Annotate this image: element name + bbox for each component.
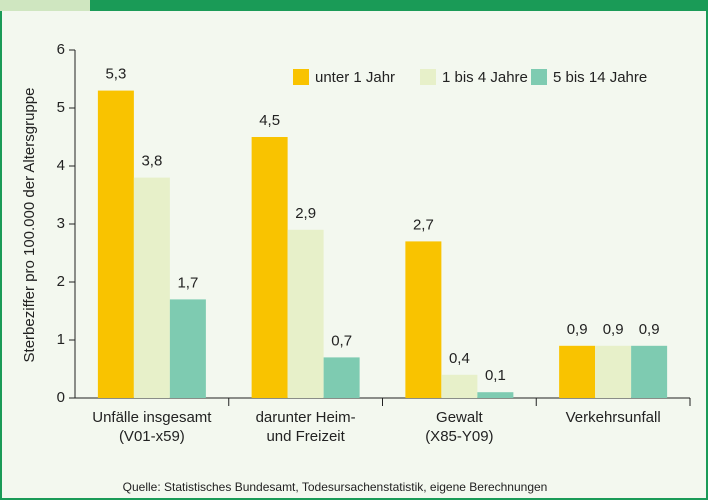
bar	[441, 374, 478, 398]
value-label: 2,9	[295, 205, 316, 222]
top-band	[0, 0, 708, 11]
value-label: 0,4	[449, 350, 470, 367]
value-label: 0,9	[639, 321, 660, 338]
value-label: 2,7	[413, 216, 434, 233]
legend-swatch	[420, 69, 436, 85]
bar	[631, 345, 668, 398]
value-label: 4,5	[259, 112, 280, 129]
bar	[477, 392, 514, 398]
y-tick-label: 2	[57, 273, 65, 290]
bar	[323, 357, 360, 398]
bar	[595, 345, 632, 398]
legend-label: unter 1 Jahr	[315, 69, 395, 86]
bar	[133, 177, 170, 398]
bar	[251, 137, 288, 398]
bar	[287, 229, 324, 398]
legend-label: 1 bis 4 Jahre	[442, 69, 528, 86]
bar	[97, 90, 134, 398]
bar	[405, 241, 442, 398]
value-label: 0,9	[567, 321, 588, 338]
top-band-tab	[0, 0, 90, 11]
value-label: 0,7	[331, 332, 352, 349]
legend-swatch	[293, 69, 309, 85]
value-label: 1,7	[177, 274, 198, 291]
value-label: 0,9	[603, 321, 624, 338]
value-label: 3,8	[141, 153, 162, 170]
y-axis-label: Sterbeziffer pro 100.000 der Altersgrupp…	[21, 88, 38, 363]
y-tick-label: 4	[57, 157, 65, 174]
x-tick-label: Verkehrsunfall	[566, 409, 661, 426]
source-note: Quelle: Statistisches Bundesamt, Todesur…	[123, 480, 548, 494]
y-tick-label: 0	[57, 389, 65, 406]
y-tick-label: 6	[57, 41, 65, 58]
y-tick-label: 3	[57, 215, 65, 232]
legend-label: 5 bis 14 Jahre	[553, 69, 647, 86]
bar	[169, 299, 206, 398]
legend-swatch	[531, 69, 547, 85]
value-label: 5,3	[105, 66, 126, 83]
x-tick-label: Unfälle insgesamt (V01-x59)	[92, 409, 212, 445]
x-tick-label: darunter Heim-und Freizeit	[256, 409, 356, 445]
value-label: 0,1	[485, 367, 506, 384]
y-tick-label: 5	[57, 99, 65, 116]
y-tick-label: 1	[57, 331, 65, 348]
x-tick-label: Gewalt (X85-Y09)	[425, 409, 493, 445]
bar	[559, 345, 596, 398]
